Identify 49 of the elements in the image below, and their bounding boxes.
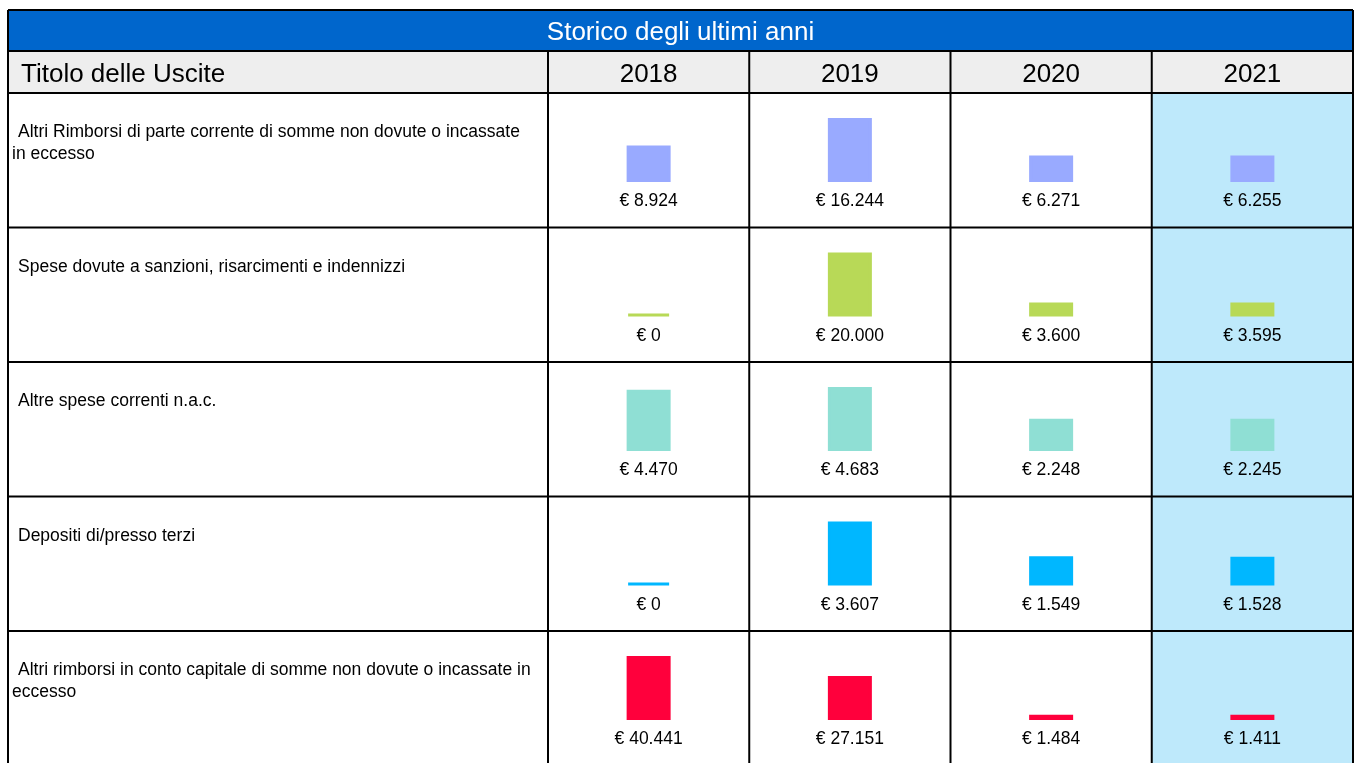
data-label: € 20.000 (815, 324, 885, 345)
y-axis-title: Spese dovute a sanzioni, risarcimenti e indennizzi (18, 255, 406, 276)
bar (626, 656, 671, 720)
y-axis-title: Altri Rimborsi di parte corrente di somme non dovute o incassate in eccesso (12, 121, 520, 163)
data-label: € 8.924 (619, 190, 679, 210)
bar (827, 118, 872, 182)
data-label: € 2.248 (1021, 459, 1081, 479)
x-tick-label: 2019 (820, 58, 879, 88)
bar (626, 389, 671, 451)
x-tick-label: 2018 (619, 58, 678, 88)
data-label: € 2.245 (1223, 459, 1282, 479)
bar (827, 387, 872, 451)
bar (1029, 155, 1074, 182)
data-label: € 27.151 (815, 728, 884, 748)
data-label: € 1.411 (1223, 728, 1281, 748)
data-label: € 3.600 (1021, 324, 1081, 345)
bar (1029, 302, 1074, 317)
chart-title: Storico degli ultimi anni (546, 16, 815, 46)
bar (827, 521, 872, 586)
data-label: € 16.244 (815, 190, 885, 210)
data-label: € 6.271 (1021, 190, 1081, 210)
bar (1230, 302, 1275, 317)
data-label: € 1.528 (1223, 593, 1282, 614)
data-label: € 3.607 (820, 593, 880, 614)
bar (1230, 556, 1275, 586)
y-axis-title: Altri rimborsi in conto capitale di somme non dovute o incassate in eccesso (12, 659, 531, 701)
bar (1230, 418, 1275, 451)
data-label: € 6.255 (1223, 190, 1282, 210)
bar (1230, 714, 1275, 720)
data-label: € 4.470 (619, 459, 679, 479)
bar (1029, 714, 1074, 720)
data-label: € 0 (636, 593, 662, 614)
data-label: € 4.683 (820, 459, 880, 479)
bar (1029, 418, 1074, 451)
y-axis-title: Depositi di/presso terzi (18, 524, 196, 545)
bar (827, 252, 872, 317)
x-tick-label: 2021 (1223, 58, 1282, 88)
text: Titolo delle Uscite (21, 58, 226, 88)
y-axis-title: Altre spese correnti n.a.c. (18, 390, 217, 410)
data-label: € 1.549 (1021, 593, 1081, 614)
data-label: € 0 (636, 324, 662, 345)
data-label: € 40.441 (614, 728, 683, 748)
data-label: € 3.595 (1223, 324, 1282, 345)
bar (827, 676, 872, 720)
bar (1029, 556, 1074, 586)
bar (626, 145, 671, 182)
bar (1230, 155, 1275, 182)
data-label: € 1.484 (1021, 728, 1081, 748)
x-tick-label: 2020 (1022, 58, 1081, 88)
